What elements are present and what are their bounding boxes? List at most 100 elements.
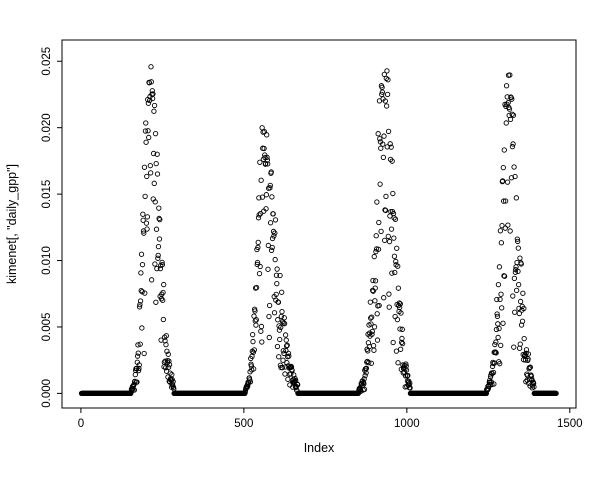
data-point bbox=[267, 185, 273, 191]
data-point bbox=[295, 382, 301, 388]
data-point bbox=[368, 314, 375, 320]
data-point bbox=[163, 341, 169, 348]
data-point bbox=[250, 338, 256, 345]
data-point bbox=[361, 376, 367, 382]
data-point bbox=[253, 322, 259, 328]
data-point bbox=[273, 291, 279, 298]
data-point bbox=[284, 342, 290, 348]
data-point bbox=[377, 136, 383, 142]
data-point bbox=[503, 83, 510, 89]
data-point bbox=[383, 193, 389, 199]
data-point bbox=[393, 262, 399, 268]
data-point bbox=[148, 277, 155, 283]
data-point bbox=[136, 362, 142, 368]
data-point bbox=[143, 139, 149, 145]
data-point bbox=[163, 333, 169, 339]
data-point bbox=[511, 344, 517, 350]
data-point bbox=[509, 143, 516, 150]
data-point bbox=[140, 211, 146, 217]
plot-box bbox=[61, 39, 577, 409]
data-point bbox=[256, 212, 262, 218]
data-point bbox=[148, 170, 154, 176]
data-point bbox=[518, 322, 525, 328]
data-point bbox=[268, 169, 274, 175]
data-point bbox=[131, 387, 138, 393]
data-point bbox=[265, 266, 271, 272]
data-point bbox=[398, 339, 405, 345]
data-point bbox=[493, 339, 499, 345]
data-point bbox=[284, 360, 290, 366]
data-point bbox=[402, 373, 409, 379]
data-point bbox=[280, 348, 286, 354]
data-point bbox=[247, 379, 254, 385]
data-point bbox=[389, 270, 395, 276]
data-point bbox=[164, 348, 170, 354]
data-point bbox=[516, 310, 522, 317]
data-point bbox=[375, 246, 382, 252]
data-point bbox=[271, 310, 278, 316]
y-tick-label: 0.025 bbox=[41, 47, 53, 76]
data-point bbox=[509, 111, 515, 117]
data-point bbox=[498, 342, 504, 348]
data-point bbox=[500, 198, 507, 204]
data-point bbox=[514, 236, 520, 242]
data-point bbox=[517, 298, 524, 305]
data-point bbox=[267, 220, 274, 226]
data-point bbox=[145, 128, 151, 134]
data-point bbox=[497, 296, 503, 303]
data-point bbox=[266, 334, 272, 341]
data-point bbox=[269, 194, 275, 200]
data-point bbox=[270, 211, 276, 217]
data-point bbox=[134, 379, 140, 385]
data-point bbox=[160, 316, 167, 323]
data-point bbox=[510, 112, 517, 118]
data-point bbox=[389, 158, 395, 164]
data-point bbox=[165, 364, 172, 370]
data-point bbox=[397, 326, 403, 332]
data-point bbox=[137, 302, 143, 308]
data-point bbox=[500, 320, 506, 326]
data-point bbox=[143, 220, 150, 226]
data-point bbox=[387, 141, 393, 147]
data-point bbox=[274, 281, 280, 287]
data-point bbox=[388, 144, 394, 150]
data-point bbox=[258, 177, 264, 183]
data-point bbox=[276, 327, 283, 333]
data-point bbox=[165, 351, 171, 357]
y-tick-label: 0.015 bbox=[41, 180, 53, 209]
data-point bbox=[390, 339, 396, 346]
data-point bbox=[368, 360, 374, 366]
data-point bbox=[503, 120, 509, 126]
data-point bbox=[267, 182, 273, 188]
data-point bbox=[152, 131, 159, 137]
data-point bbox=[525, 356, 531, 362]
data-point bbox=[265, 242, 271, 249]
data-point bbox=[272, 230, 278, 236]
data-point bbox=[280, 357, 286, 363]
data-point bbox=[250, 349, 256, 356]
data-point bbox=[139, 289, 145, 295]
data-point bbox=[137, 341, 143, 347]
data-point bbox=[370, 277, 376, 284]
data-point bbox=[398, 310, 404, 316]
data-point bbox=[274, 343, 281, 350]
data-point bbox=[142, 290, 148, 296]
data-point bbox=[518, 261, 524, 267]
x-tick-label: 1000 bbox=[394, 418, 420, 430]
data-point bbox=[166, 358, 172, 364]
data-point bbox=[381, 71, 388, 78]
data-point bbox=[362, 372, 368, 379]
data-point bbox=[499, 222, 505, 229]
data-point bbox=[397, 346, 404, 352]
data-point bbox=[510, 141, 516, 147]
data-point bbox=[257, 159, 263, 165]
data-point bbox=[376, 302, 382, 309]
data-point bbox=[166, 362, 173, 368]
data-point bbox=[143, 120, 149, 126]
data-point bbox=[259, 194, 266, 200]
data-point bbox=[392, 216, 399, 222]
data-point bbox=[152, 261, 158, 267]
data-point bbox=[361, 381, 367, 387]
data-point bbox=[371, 253, 377, 260]
